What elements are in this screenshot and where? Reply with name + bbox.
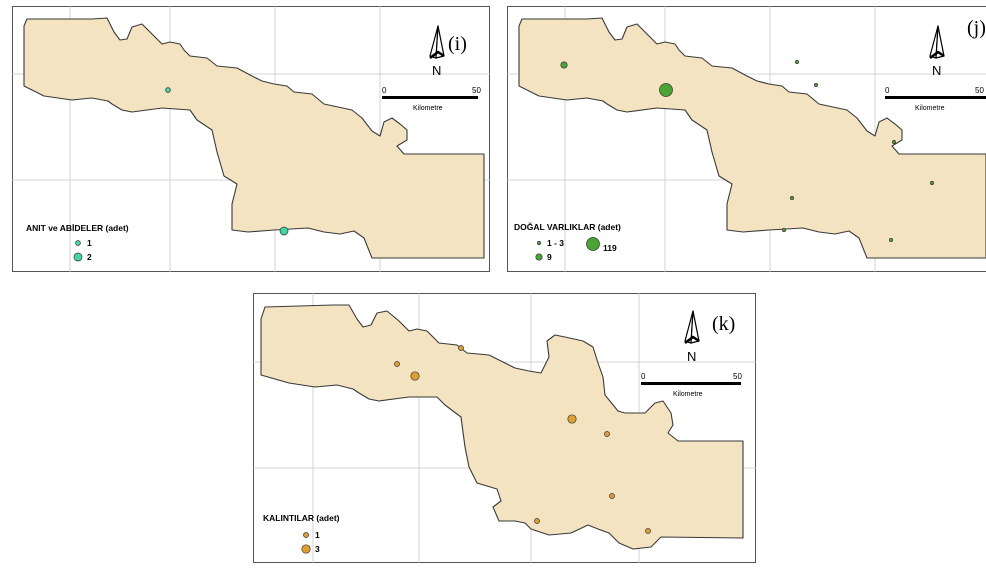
point-large bbox=[410, 371, 420, 381]
legend-symbol-small bbox=[75, 240, 81, 246]
legend-symbol-medium bbox=[535, 253, 543, 261]
scale-unit: Kilometre bbox=[673, 391, 703, 398]
point-small bbox=[458, 345, 464, 351]
map-panel-i: N (i) 0 50 Kilometre ANIT ve ABİDELER (a… bbox=[12, 6, 490, 272]
scale-bar: 0 50 Kilometre bbox=[382, 86, 481, 112]
legend-label: 1 - 3 bbox=[547, 238, 564, 248]
legend-title: KALINTILAR (adet) bbox=[263, 513, 340, 523]
legend-title: ANIT ve ABİDELER (adet) bbox=[26, 223, 129, 233]
point-small bbox=[604, 431, 610, 437]
map-k-canvas: N (k) 0 50 Kilometre KALINTILAR (adet) 1… bbox=[253, 293, 756, 563]
point-large bbox=[659, 83, 673, 97]
legend-symbol-large bbox=[586, 237, 600, 251]
map-i-canvas: N (i) 0 50 Kilometre ANIT ve ABİDELER (a… bbox=[12, 6, 490, 272]
north-arrow: N bbox=[929, 25, 945, 78]
scale-unit: Kilometre bbox=[915, 105, 945, 112]
map-j-canvas: N (j) 0 50 Kilometre DOĞAL VARLIKLAR (ad… bbox=[507, 6, 986, 272]
legend-symbol-large bbox=[301, 544, 311, 554]
scale-end: 50 bbox=[733, 372, 742, 381]
scale-start: 0 bbox=[641, 372, 646, 381]
north-letter: N bbox=[932, 63, 941, 78]
point-small bbox=[609, 493, 615, 499]
point-small bbox=[889, 238, 893, 242]
region-boundary bbox=[260, 304, 744, 550]
north-letter: N bbox=[687, 349, 696, 364]
legend-label: 1 bbox=[87, 238, 92, 248]
scale-start: 0 bbox=[885, 86, 890, 95]
point-medium bbox=[560, 61, 568, 69]
legend: ANIT ve ABİDELER (adet) 1 2 bbox=[26, 223, 129, 262]
point-small bbox=[930, 181, 934, 185]
legend-symbol-large bbox=[73, 252, 83, 262]
legend-label: 3 bbox=[315, 544, 320, 554]
point-small bbox=[814, 83, 818, 87]
legend-label: 119 bbox=[603, 243, 617, 253]
region-boundary bbox=[23, 17, 485, 259]
scale-unit: Kilometre bbox=[413, 105, 443, 112]
north-letter: N bbox=[432, 63, 441, 78]
scale-bar: 0 50 Kilometre bbox=[641, 372, 742, 398]
point-small bbox=[534, 518, 540, 524]
point-small bbox=[782, 228, 786, 232]
point-large bbox=[567, 414, 577, 424]
legend: KALINTILAR (adet) 1 3 bbox=[263, 513, 340, 554]
region-boundary bbox=[518, 17, 986, 259]
map-panel-j: N (j) 0 50 Kilometre DOĞAL VARLIKLAR (ad… bbox=[507, 6, 986, 272]
legend: DOĞAL VARLIKLAR (adet) 1 - 3 9 119 bbox=[514, 221, 621, 262]
point-small bbox=[394, 361, 400, 367]
scale-end: 50 bbox=[975, 86, 984, 95]
legend-symbol-small bbox=[303, 532, 309, 538]
scale-start: 0 bbox=[382, 86, 387, 95]
point-small bbox=[892, 140, 896, 144]
panel-label-j: (j) bbox=[967, 17, 986, 39]
scale-bar: 0 50 Kilometre bbox=[885, 86, 986, 112]
north-arrow: N bbox=[429, 25, 445, 78]
legend-symbol-small bbox=[537, 241, 541, 245]
panel-label-i: (i) bbox=[448, 33, 467, 55]
point-large bbox=[279, 226, 289, 236]
point-small bbox=[795, 60, 799, 64]
legend-title: DOĞAL VARLIKLAR (adet) bbox=[514, 221, 621, 232]
panel-label-k: (k) bbox=[712, 313, 735, 335]
point-small bbox=[790, 196, 794, 200]
legend-label: 1 bbox=[315, 530, 320, 540]
legend-label: 9 bbox=[547, 252, 552, 262]
map-panel-k: N (k) 0 50 Kilometre KALINTILAR (adet) 1… bbox=[253, 293, 756, 563]
scale-end: 50 bbox=[472, 86, 481, 95]
legend-label: 2 bbox=[87, 252, 92, 262]
north-arrow: N bbox=[684, 310, 700, 364]
point-small bbox=[645, 528, 651, 534]
point-small bbox=[165, 87, 171, 93]
